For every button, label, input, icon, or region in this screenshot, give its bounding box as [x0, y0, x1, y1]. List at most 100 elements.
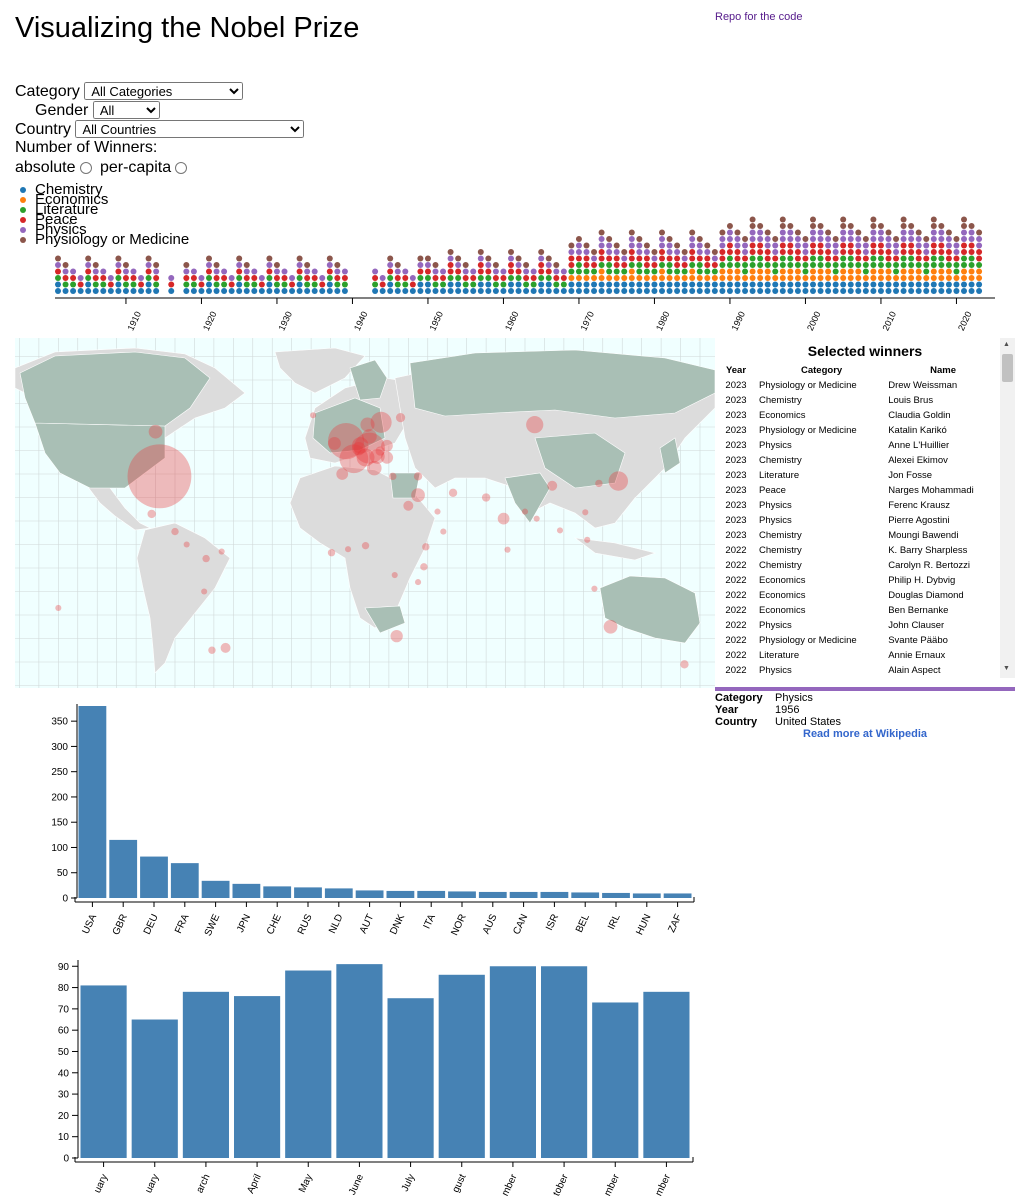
winner-dot[interactable] [62, 288, 69, 294]
winner-dot[interactable] [206, 268, 212, 275]
winner-dot[interactable] [938, 229, 945, 236]
winner-dot[interactable] [236, 288, 243, 294]
winner-dot[interactable] [794, 281, 801, 288]
winner-dot[interactable] [749, 223, 756, 229]
winner-dot[interactable] [900, 242, 907, 249]
winner-dot[interactable] [508, 268, 514, 275]
winner-dot[interactable] [190, 288, 197, 294]
winner-dot[interactable] [145, 262, 152, 268]
winner-dot[interactable] [153, 281, 160, 288]
legend-item[interactable]: Physiology or Medicine [20, 232, 189, 247]
bar-hun[interactable] [632, 893, 661, 898]
winner-dot[interactable] [281, 281, 288, 288]
winner-dot[interactable] [213, 275, 220, 281]
winner-dot[interactable] [847, 262, 854, 268]
winner-dot[interactable] [394, 275, 401, 281]
winner-dot[interactable] [870, 268, 877, 275]
winner-dot[interactable] [870, 281, 877, 288]
winner-dot[interactable] [704, 255, 711, 262]
winner-dot[interactable] [485, 288, 492, 294]
winner-dot[interactable] [319, 281, 326, 288]
winner-dot[interactable] [681, 249, 688, 255]
winner-dot[interactable] [689, 255, 696, 262]
winner-dot[interactable] [893, 236, 900, 242]
winner-dot[interactable] [591, 262, 598, 268]
winner-dot[interactable] [976, 236, 983, 242]
winner-dot[interactable] [772, 249, 779, 255]
winner-dot[interactable] [530, 275, 537, 281]
winner-dot[interactable] [236, 268, 243, 275]
winner-dot[interactable] [968, 249, 975, 255]
winner-dot[interactable] [877, 262, 884, 268]
winner-dot[interactable] [862, 262, 869, 268]
winner-dot[interactable] [930, 249, 937, 255]
winner-dot[interactable] [304, 268, 311, 275]
winner-dot[interactable] [477, 275, 484, 281]
winner-dot[interactable] [772, 262, 779, 268]
winner-dot[interactable] [62, 275, 69, 281]
winner-dot[interactable] [492, 268, 499, 275]
winner-dot[interactable] [764, 288, 771, 294]
country-select[interactable]: All Countries [75, 120, 305, 138]
winner-dot[interactable] [915, 275, 922, 281]
winner-dot[interactable] [666, 249, 673, 255]
winner-dot[interactable] [923, 249, 930, 255]
winner-dot[interactable] [749, 281, 756, 288]
winner-dot[interactable] [575, 249, 582, 255]
winner-dot[interactable] [485, 255, 492, 262]
winner-dot[interactable] [326, 262, 333, 268]
winner-dot[interactable] [651, 249, 658, 255]
winner-dot[interactable] [70, 275, 77, 281]
winner-dot[interactable] [651, 268, 658, 275]
winner-dot[interactable] [719, 236, 726, 242]
winner-dot[interactable] [696, 288, 703, 294]
winner-dot[interactable] [938, 275, 945, 281]
winner-dot[interactable] [976, 275, 983, 281]
country-bubble-ita[interactable] [367, 460, 382, 476]
winner-dot[interactable] [855, 275, 862, 281]
winner-dot[interactable] [968, 275, 975, 281]
winner-dot[interactable] [711, 262, 718, 268]
winner-dot[interactable] [802, 268, 809, 275]
winner-dot[interactable] [832, 255, 839, 262]
winner-dot[interactable] [862, 255, 869, 262]
country-bubble-cri[interactable] [183, 541, 190, 548]
winner-dot[interactable] [900, 281, 907, 288]
winner-dot[interactable] [840, 275, 847, 281]
gender-select[interactable]: All [92, 101, 160, 119]
legend-item[interactable]: Chemistry [20, 182, 103, 197]
winner-dot[interactable] [968, 223, 975, 229]
bar-march[interactable] [182, 991, 229, 1158]
winner-dot[interactable] [877, 229, 884, 236]
winner-dot[interactable] [651, 275, 658, 281]
winner-dot[interactable] [802, 236, 809, 242]
winner-dot[interactable] [636, 242, 643, 249]
table-row[interactable]: 2022 Economics Philip H. Dybvig [715, 573, 1000, 588]
winner-dot[interactable] [877, 242, 884, 249]
winner-dot[interactable] [862, 268, 869, 275]
winner-dot[interactable] [372, 275, 379, 281]
winner-dot[interactable] [417, 262, 424, 268]
winner-dot[interactable] [651, 255, 658, 262]
winner-dot[interactable] [55, 275, 61, 281]
winner-dot[interactable] [70, 281, 77, 288]
winner-dot[interactable] [560, 268, 567, 275]
winner-dot[interactable] [938, 281, 945, 288]
winner-dot[interactable] [55, 281, 61, 288]
winner-dot[interactable] [523, 288, 530, 294]
wikipedia-link[interactable]: Read more at Wikipedia [803, 728, 927, 740]
winner-dot[interactable] [674, 242, 681, 249]
winner-dot[interactable] [281, 275, 288, 281]
winner-dot[interactable] [583, 255, 590, 262]
winner-dot[interactable] [681, 255, 688, 262]
winner-dot[interactable] [757, 268, 764, 275]
winner-dot[interactable] [862, 288, 869, 294]
bar-rus[interactable] [294, 887, 322, 898]
winner-dot[interactable] [243, 288, 250, 294]
winner-dot[interactable] [334, 281, 341, 288]
winner-dot[interactable] [711, 281, 718, 288]
winner-dot[interactable] [976, 281, 983, 288]
winner-dot[interactable] [266, 281, 273, 288]
winner-dot[interactable] [553, 275, 560, 281]
winner-dot[interactable] [319, 288, 326, 294]
